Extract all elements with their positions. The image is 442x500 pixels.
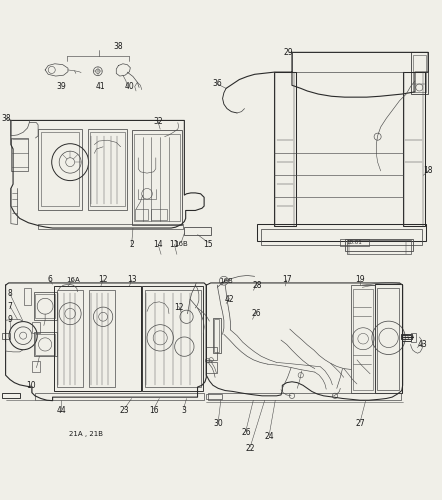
Text: 29: 29 — [284, 48, 293, 57]
Text: 3: 3 — [181, 406, 186, 415]
Text: 16B: 16B — [219, 278, 233, 283]
Bar — [411, 334, 416, 342]
Bar — [88, 129, 127, 210]
Text: 6: 6 — [47, 276, 52, 284]
Text: 19: 19 — [355, 276, 365, 284]
Text: 27: 27 — [355, 419, 365, 428]
Bar — [402, 335, 411, 341]
Bar — [152, 209, 167, 220]
Text: 13: 13 — [127, 276, 137, 284]
Text: 18: 18 — [423, 166, 433, 175]
Text: 16A: 16A — [66, 277, 80, 283]
Bar — [145, 290, 201, 387]
Text: 22: 22 — [245, 444, 255, 453]
Bar — [134, 134, 180, 222]
Text: 39: 39 — [57, 82, 66, 91]
Bar — [38, 129, 82, 210]
Bar — [401, 334, 412, 338]
Bar — [208, 393, 401, 400]
Text: 21A , 21B: 21A , 21B — [69, 430, 103, 436]
Text: 26: 26 — [251, 308, 261, 318]
Text: 38: 38 — [2, 114, 11, 122]
Bar — [41, 132, 80, 206]
Text: 8: 8 — [8, 290, 12, 298]
Bar — [206, 362, 217, 373]
Bar — [35, 393, 204, 400]
Bar — [57, 290, 84, 387]
Text: 11: 11 — [170, 240, 179, 249]
Bar — [11, 138, 28, 171]
Bar — [214, 320, 220, 352]
Bar — [35, 294, 55, 318]
Bar — [135, 209, 148, 220]
Text: 24: 24 — [264, 432, 274, 441]
Bar — [34, 332, 57, 356]
Bar — [132, 130, 182, 224]
Bar — [24, 288, 30, 305]
Text: 10: 10 — [26, 381, 35, 390]
Text: 2: 2 — [129, 240, 134, 249]
Bar — [374, 284, 402, 393]
Text: 9: 9 — [8, 315, 12, 324]
Text: 18.01: 18.01 — [347, 240, 362, 245]
Text: 28: 28 — [252, 280, 262, 289]
Bar — [89, 290, 115, 387]
Text: 38: 38 — [114, 42, 123, 51]
Bar — [377, 288, 399, 390]
Bar — [184, 226, 211, 234]
Text: 41: 41 — [96, 82, 106, 91]
Text: 15: 15 — [203, 240, 213, 249]
Bar — [354, 288, 373, 390]
Text: 26: 26 — [241, 428, 251, 437]
Text: 30: 30 — [213, 419, 223, 428]
Bar — [411, 52, 428, 94]
Bar — [2, 393, 19, 398]
Text: 12: 12 — [174, 302, 183, 312]
Bar — [347, 240, 411, 254]
Text: 32: 32 — [153, 117, 163, 126]
Bar — [213, 318, 221, 353]
Bar — [403, 72, 426, 226]
Bar — [206, 394, 222, 400]
Bar — [54, 286, 141, 391]
Text: 14: 14 — [153, 240, 163, 249]
Bar — [34, 292, 57, 320]
Text: 43: 43 — [418, 340, 428, 349]
Text: 17: 17 — [282, 276, 292, 284]
Bar — [340, 238, 369, 246]
Bar — [32, 361, 40, 372]
Text: 36: 36 — [213, 80, 222, 88]
Text: 7: 7 — [8, 302, 12, 310]
Bar — [90, 132, 125, 206]
Text: 40: 40 — [125, 82, 134, 91]
Bar — [257, 224, 426, 241]
Text: 12: 12 — [99, 276, 108, 284]
Bar — [351, 285, 375, 393]
Text: 23: 23 — [119, 406, 129, 415]
Bar — [413, 54, 426, 92]
Bar — [142, 286, 203, 391]
Bar — [35, 334, 55, 354]
Text: 42: 42 — [225, 295, 234, 304]
Bar — [292, 52, 428, 72]
Bar — [345, 238, 413, 251]
Bar — [38, 224, 183, 229]
Text: 44: 44 — [57, 406, 66, 415]
Bar — [2, 332, 10, 338]
Bar — [32, 322, 40, 334]
Bar — [206, 346, 217, 360]
Text: 16: 16 — [149, 406, 158, 415]
Text: 16B: 16B — [175, 242, 188, 248]
Bar — [261, 230, 422, 244]
Bar — [274, 72, 297, 226]
